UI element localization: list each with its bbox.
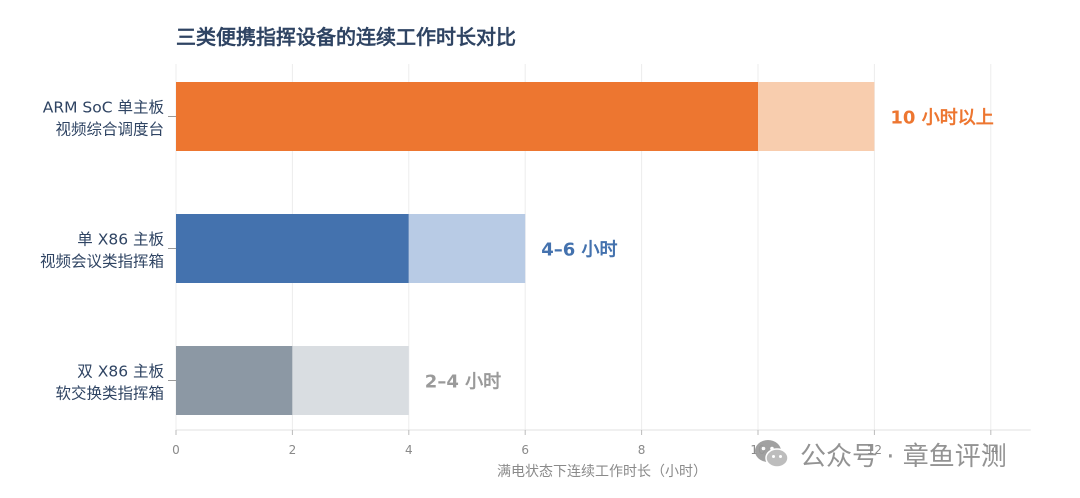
watermark-text: 公众号 · 章鱼评测 [800, 441, 1007, 472]
x-tick-label-7: 14 [983, 443, 998, 457]
x-axis-label: 满电状态下连续工作时长（小时） [497, 463, 707, 480]
category-label-2-1: 软交换类指挥箱 [55, 385, 164, 403]
wechat-icon [755, 440, 789, 468]
bar-range-1 [408, 214, 526, 283]
x-tick-label-6: 12 [867, 443, 882, 457]
category-label-2-0: 双 X86 主板 [77, 363, 164, 381]
data-labels: 10 小时以上 4–6 小时 2–4 小时 [425, 108, 994, 393]
bar-range-0 [758, 82, 875, 151]
x-tick-label-3: 6 [521, 443, 529, 457]
bar-min-0 [176, 82, 758, 151]
data-label-0: 10 小时以上 [890, 108, 993, 129]
bar-min-1 [176, 214, 409, 283]
category-label-0-1: 视频综合调度台 [55, 121, 164, 139]
watermark: 公众号 · 章鱼评测 [752, 434, 1007, 474]
x-tick-label-0: 0 [172, 443, 180, 457]
bar-min-2 [176, 346, 293, 415]
data-label-2: 2–4 小时 [425, 372, 501, 393]
chart-title: 三类便携指挥设备的连续工作时长对比 [176, 25, 516, 49]
x-tick-label-1: 2 [289, 443, 297, 457]
bar-range-2 [292, 346, 409, 415]
bars [176, 82, 875, 415]
x-tick-label-4: 8 [638, 443, 646, 457]
category-label-1-1: 视频会议类指挥箱 [40, 253, 164, 271]
category-label-0-0: ARM SoC 单主板 [43, 99, 164, 117]
x-axis: 02468101214 [172, 429, 1031, 457]
data-label-1: 4–6 小时 [541, 240, 617, 261]
category-label-1-0: 单 X86 主板 [77, 231, 164, 249]
x-tick-label-2: 4 [405, 443, 413, 457]
